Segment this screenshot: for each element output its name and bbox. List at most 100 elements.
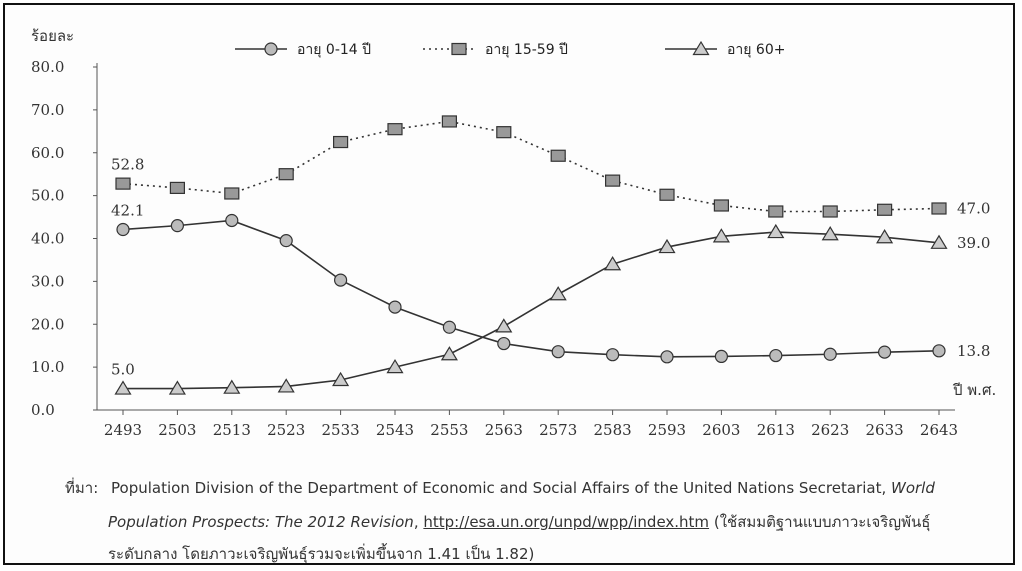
legend-marker-2	[692, 40, 710, 56]
source-text-3: ระดับกลาง โดยภาวะเจริญพันธุ์รวมจะเพิ่มขึ…	[108, 545, 535, 563]
y-tick-label: 50.0	[31, 187, 64, 205]
x-axis-label: ปี พ.ศ.	[952, 381, 996, 399]
series-2-point	[114, 380, 132, 395]
series-0-point	[932, 344, 946, 358]
source-sep: ,	[413, 513, 419, 531]
source-italic-2: Population Prospects: The 2012 Revision	[108, 513, 414, 531]
source-text-1: Population Division of the Department of…	[111, 479, 887, 497]
source-line-1: ที่มา: Population Division of the Depart…	[65, 471, 1010, 505]
x-tick-label: 2573	[539, 421, 577, 439]
population-age-chart: ร้อยละ ปี พ.ศ. 0.0 10.0 20.0 30.0 40.0 50.0 60…	[31, 27, 996, 439]
x-tick-label: 2553	[430, 421, 468, 439]
series-2-point	[549, 286, 567, 301]
x-tick-label: 2643	[920, 421, 958, 439]
x-tick-label: 2503	[158, 421, 196, 439]
value-label: 13.8	[957, 342, 990, 360]
series-1-point	[876, 203, 893, 216]
value-label: 39.0	[957, 234, 990, 252]
series-0-point	[605, 348, 620, 362]
y-tick-label: 60.0	[31, 144, 64, 162]
series-1-point	[931, 202, 947, 215]
series-0-point	[334, 273, 348, 287]
series-line-1	[122, 120, 940, 213]
value-label: 42.1	[111, 201, 144, 219]
value-annotations: 52.8 42.1 5.0 47.0 39.0 13.8	[111, 156, 990, 379]
series-0-point	[497, 336, 511, 351]
x-tick-label: 2543	[376, 421, 414, 439]
y-tick-label: 80.0	[31, 58, 64, 76]
series-2-point	[386, 358, 404, 374]
series-1-point	[278, 168, 294, 181]
value-label: 52.8	[111, 156, 144, 174]
series-1-point	[659, 188, 675, 201]
series-2-point	[930, 234, 948, 249]
series-2-point	[767, 223, 785, 239]
source-line-3: ระดับกลาง โดยภาวะเจริญพันธุ์รวมจะเพิ่มขึ…	[108, 537, 1008, 571]
series-2-point	[495, 318, 513, 333]
x-tick-label: 2493	[104, 421, 142, 439]
series-0-point	[660, 350, 674, 364]
x-tick-label: 2533	[322, 421, 360, 439]
series-1-point	[169, 181, 185, 195]
series-0-point	[170, 219, 184, 233]
series-1-point	[224, 187, 240, 200]
y-tick-label: 0.0	[31, 401, 55, 419]
source-label: ที่มา:	[65, 479, 99, 497]
series-1-point	[550, 149, 566, 162]
series-2-point	[332, 371, 350, 387]
series-2-point	[876, 229, 894, 244]
legend-marker-1	[451, 42, 467, 56]
series-markers	[114, 115, 948, 395]
source-text-2: (ใช้สมมติฐานแบบภาวะเจริญพันธุ์	[713, 513, 931, 531]
x-tick-label: 2523	[267, 421, 305, 439]
figure-frame: ร้อยละ ปี พ.ศ. 0.0 10.0 20.0 30.0 40.0 50.0 60…	[3, 3, 1015, 565]
x-tick-label: 2593	[648, 421, 686, 439]
legend-label-0: อายุ 0-14 ปี	[297, 42, 371, 58]
series-2-point	[712, 228, 730, 243]
y-axis-label: ร้อยละ	[31, 27, 74, 45]
x-tick-label: 2583	[594, 421, 632, 439]
y-tick-label: 70.0	[31, 101, 64, 119]
axes: 0.0 10.0 20.0 30.0 40.0 50.0 60.0 70.0 80.0 2493 2…	[31, 58, 958, 439]
series-2-point	[277, 378, 295, 393]
series-1-point	[387, 123, 403, 136]
series-1-point	[822, 205, 838, 218]
series-2-point	[440, 346, 458, 361]
series-2-point	[658, 238, 676, 254]
series-0-point	[769, 348, 783, 363]
source-italic-1: World	[891, 479, 935, 497]
x-tick-label: 2513	[213, 421, 251, 439]
y-tick-label: 20.0	[31, 315, 64, 333]
value-label: 47.0	[957, 199, 990, 217]
series-1-point	[713, 199, 730, 212]
y-tick-label: 40.0	[31, 230, 64, 248]
x-tick-label: 2623	[811, 421, 849, 439]
series-2-point	[168, 380, 186, 395]
legend-label-2: อายุ 60+	[727, 42, 785, 58]
series-0-point	[116, 222, 130, 237]
series-1-point	[115, 177, 131, 190]
series-1-point	[333, 135, 349, 149]
series-line-0	[122, 219, 940, 358]
series-line-2	[123, 231, 940, 390]
series-1-point	[604, 174, 621, 187]
series-1-point	[496, 126, 512, 139]
value-label: 5.0	[111, 361, 135, 379]
series-0-point	[279, 234, 293, 248]
legend-label-1: อายุ 15-59 ปี	[485, 42, 568, 58]
source-line-2: Population Prospects: The 2012 Revision,…	[108, 505, 1008, 539]
source-link[interactable]: http://esa.un.org/unpd/wpp/index.htm	[423, 513, 710, 531]
series-2-point	[604, 256, 622, 271]
x-tick-label: 2613	[757, 421, 795, 439]
series-1-point	[768, 205, 784, 218]
series-0-point	[225, 213, 239, 228]
x-tick-label: 2633	[866, 421, 904, 439]
x-tick-label: 2603	[702, 421, 740, 439]
series-2-point	[821, 226, 839, 241]
x-tick-label: 2563	[485, 421, 523, 439]
series-0-point	[551, 345, 565, 359]
series-0-point	[823, 347, 837, 361]
y-tick-label: 30.0	[31, 272, 64, 290]
legend: อายุ 0-14 ปี อายุ 15-59 ปี อายุ 60+	[235, 40, 785, 58]
legend-marker-0	[264, 42, 278, 56]
